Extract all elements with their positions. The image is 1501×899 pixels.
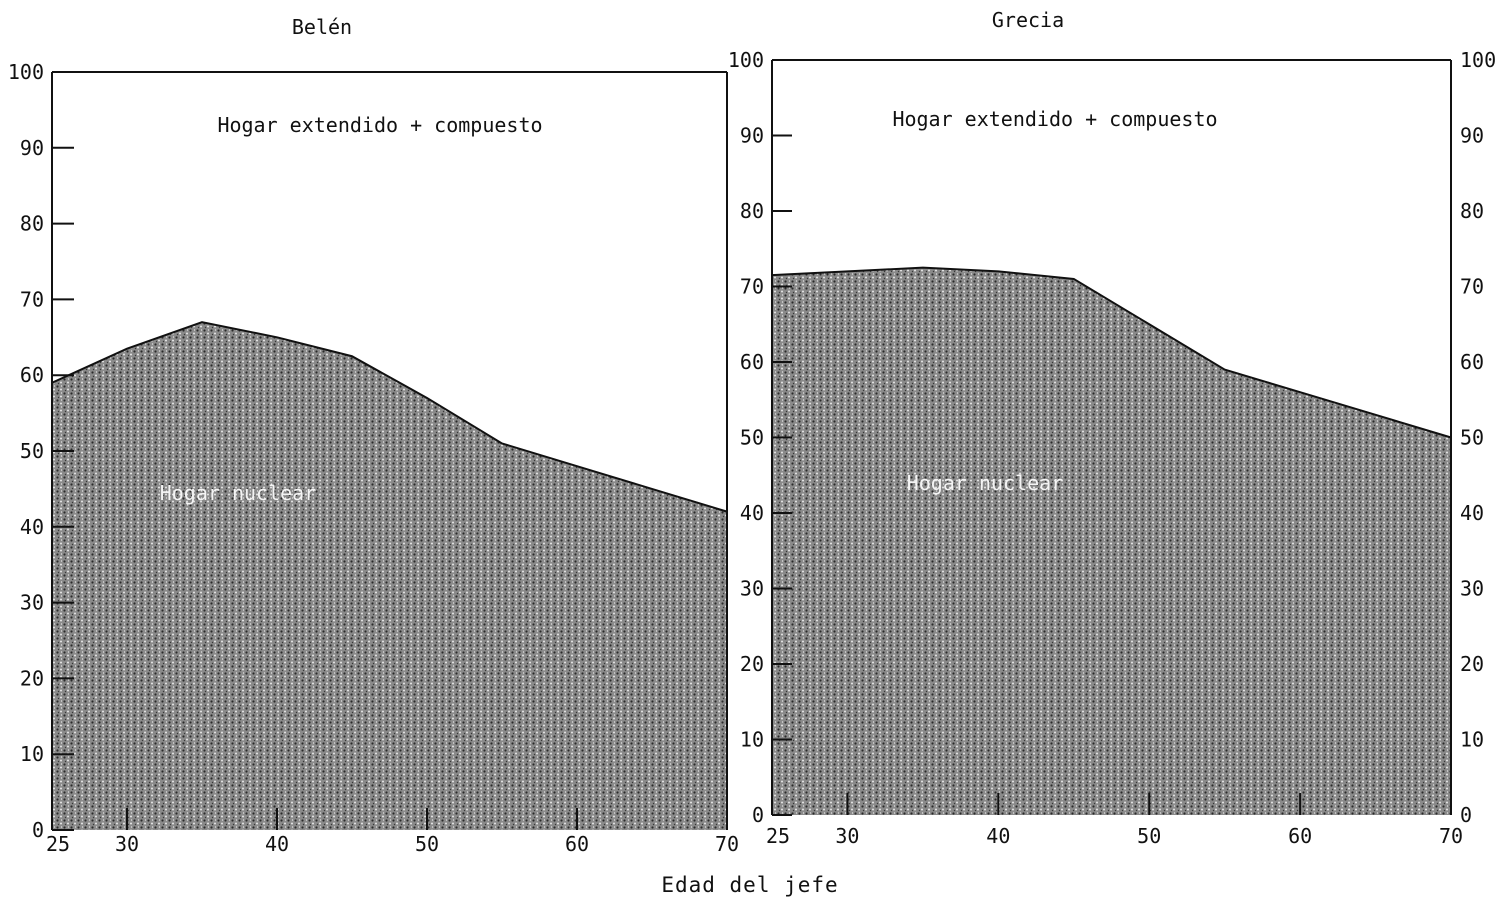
y-tick-label-right: 20 <box>1460 652 1484 676</box>
x-tick-label: 60 <box>1288 824 1312 848</box>
y-tick-label: 40 <box>740 501 764 525</box>
area-hogar-nuclear <box>52 322 727 830</box>
area-hogar-nuclear <box>772 267 1451 815</box>
y-tick-label-right: 50 <box>1460 426 1484 450</box>
y-tick-label-right: 40 <box>1460 501 1484 525</box>
x-tick-label: 70 <box>1439 824 1463 848</box>
y-tick-label-right: 60 <box>1460 350 1484 374</box>
x-tick-label: 30 <box>835 824 859 848</box>
region-label-extendido: Hogar extendido + compuesto <box>217 113 542 137</box>
region-label-nuclear: Hogar nuclear <box>160 481 317 505</box>
y-tick-label: 0 <box>32 818 44 842</box>
y-tick-label-right: 90 <box>1460 124 1484 148</box>
x-tick-label: 30 <box>115 832 139 856</box>
y-tick-label: 60 <box>20 363 44 387</box>
y-tick-label: 30 <box>20 591 44 615</box>
y-tick-label-right: 0 <box>1460 803 1472 827</box>
x-tick-label: 40 <box>265 832 289 856</box>
y-tick-label: 70 <box>20 287 44 311</box>
y-tick-label: 80 <box>20 212 44 236</box>
y-tick-label: 90 <box>20 136 44 160</box>
region-label-extendido: Hogar extendido + compuesto <box>892 107 1217 131</box>
x-tick-label: 50 <box>1137 824 1161 848</box>
x-tick-label: 25 <box>46 832 70 856</box>
y-tick-label: 20 <box>740 652 764 676</box>
x-tick-label: 60 <box>565 832 589 856</box>
y-tick-label: 50 <box>20 439 44 463</box>
y-tick-label: 10 <box>20 742 44 766</box>
y-tick-label: 70 <box>740 275 764 299</box>
chart-panel-1: Grecia 0 0 10 10 20 20 30 30 40 40 50 50 60 60 70 70 80 80… <box>728 8 1496 848</box>
x-axis-label: Edad del jefe <box>661 873 838 897</box>
chart-panel-0: Belén 0 10 20 30 40 50 60 70 80 90 100 25 30 40 50 60 70 H… <box>8 15 739 856</box>
y-tick-label: 50 <box>740 426 764 450</box>
series-line-boundary <box>51 321 728 513</box>
panel-title: Belén <box>292 15 352 39</box>
x-tick-label: 70 <box>715 832 739 856</box>
y-tick-label: 30 <box>740 577 764 601</box>
panel-title: Grecia <box>992 8 1064 32</box>
y-tick-label: 60 <box>740 350 764 374</box>
y-tick-label: 40 <box>20 515 44 539</box>
region-label-nuclear: Hogar nuclear <box>907 471 1064 495</box>
y-tick-label: 100 <box>8 60 44 84</box>
y-tick-label: 100 <box>728 48 764 72</box>
x-tick-label: 25 <box>766 824 790 848</box>
y-tick-label: 80 <box>740 199 764 223</box>
series-line-boundary <box>771 266 1452 439</box>
y-tick-label-right: 70 <box>1460 275 1484 299</box>
y-tick-label: 90 <box>740 124 764 148</box>
y-tick-label-right: 80 <box>1460 199 1484 223</box>
y-tick-label-right: 30 <box>1460 577 1484 601</box>
x-tick-label: 50 <box>415 832 439 856</box>
y-tick-label: 0 <box>752 803 764 827</box>
y-tick-label: 20 <box>20 666 44 690</box>
x-tick-label: 40 <box>986 824 1010 848</box>
y-tick-label-right: 100 <box>1460 48 1496 72</box>
y-tick-label: 10 <box>740 728 764 752</box>
y-tick-label-right: 10 <box>1460 728 1484 752</box>
